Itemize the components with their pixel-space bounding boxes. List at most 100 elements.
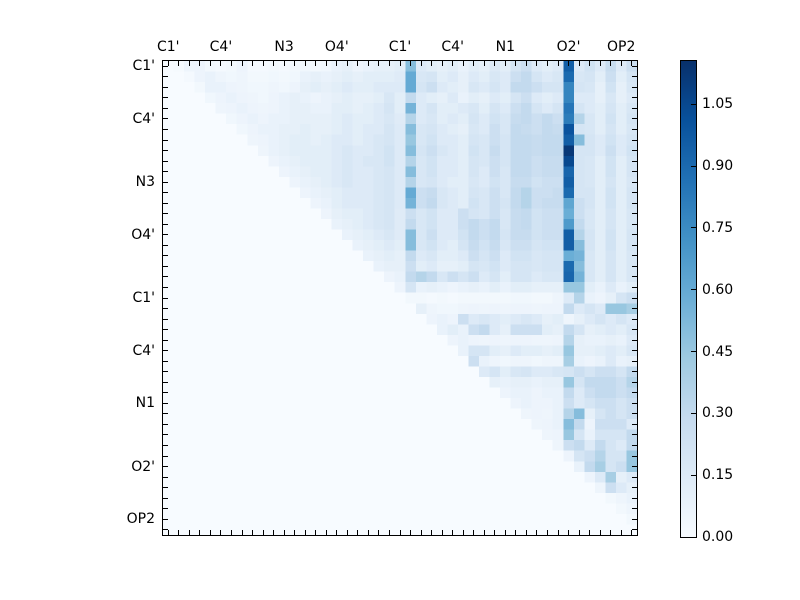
y-tick-mark — [632, 423, 637, 425]
x-tick-mark — [631, 61, 633, 66]
x-tick-label: C4' — [209, 39, 233, 55]
x-tick-mark — [483, 530, 485, 535]
x-tick-mark — [473, 530, 475, 535]
y-tick-mark — [632, 297, 637, 299]
x-tick-mark — [599, 530, 601, 535]
x-tick-mark — [230, 61, 232, 66]
x-tick-label: C1' — [157, 39, 180, 55]
x-tick-mark — [483, 61, 485, 66]
x-tick-mark — [568, 530, 570, 535]
x-tick-mark — [420, 61, 422, 66]
x-tick-mark — [209, 530, 211, 535]
y-tick-mark — [163, 234, 168, 236]
colorbar-tick-mark — [691, 227, 696, 229]
x-tick-mark — [578, 61, 580, 66]
y-tick-mark — [632, 444, 637, 446]
y-tick-mark — [632, 286, 637, 288]
x-tick-mark — [220, 61, 222, 66]
x-tick-mark — [536, 61, 538, 66]
x-tick-mark — [525, 530, 527, 535]
y-tick-mark — [632, 350, 637, 352]
y-tick-mark — [163, 434, 168, 436]
y-tick-mark — [632, 223, 637, 225]
x-tick-mark — [610, 61, 612, 66]
x-tick-mark — [410, 530, 412, 535]
y-tick-mark — [632, 255, 637, 257]
y-tick-label: O4' — [131, 226, 155, 243]
y-tick-mark — [163, 487, 168, 489]
y-tick-mark — [632, 160, 637, 162]
colorbar: 0.00 0.15 0.30 0.45 0.60 0.75 0.90 1.05 — [680, 60, 733, 545]
x-tick-mark — [357, 61, 359, 66]
colorbar-tick-label: 0.90 — [702, 158, 734, 175]
y-tick-label: N3 — [135, 174, 155, 191]
x-tick-mark — [252, 61, 254, 66]
x-tick-mark — [199, 530, 201, 535]
x-tick-mark — [620, 530, 622, 535]
y-tick-mark — [163, 76, 168, 78]
y-tick-mark — [632, 76, 637, 78]
y-tick-mark — [163, 350, 168, 352]
colorbar-tick-mark — [691, 536, 696, 538]
y-tick-mark — [632, 128, 637, 130]
x-tick-mark — [325, 61, 327, 66]
x-tick-mark — [315, 61, 317, 66]
x-tick-label: O4' — [324, 39, 349, 55]
x-tick-mark — [557, 530, 559, 535]
x-tick-mark — [536, 530, 538, 535]
x-tick-label: C4' — [441, 39, 464, 55]
y-tick-mark — [632, 381, 637, 383]
x-tick-mark — [494, 530, 496, 535]
x-tick-label: O2' — [556, 39, 581, 55]
y-tick-mark — [163, 181, 168, 183]
y-tick-mark — [163, 297, 168, 299]
x-tick-mark — [452, 61, 454, 66]
x-tick-label: N3 — [274, 39, 294, 55]
y-tick-mark — [632, 434, 637, 436]
x-tick-mark — [346, 530, 348, 535]
y-tick-mark — [632, 455, 637, 457]
y-tick-mark — [163, 223, 168, 225]
y-tick-mark — [632, 308, 637, 310]
x-tick-mark — [515, 530, 517, 535]
y-tick-mark — [163, 128, 168, 130]
y-tick-mark — [163, 444, 168, 446]
x-tick-mark — [546, 61, 548, 66]
y-tick-mark — [632, 192, 637, 194]
y-tick-mark — [163, 329, 168, 331]
y-tick-mark — [163, 213, 168, 215]
colorbar-tick-mark — [691, 165, 696, 167]
y-tick-mark — [163, 202, 168, 204]
y-tick-mark — [632, 234, 637, 236]
x-tick-mark — [557, 61, 559, 66]
x-tick-mark — [631, 530, 633, 535]
x-tick-mark — [420, 530, 422, 535]
x-tick-mark — [199, 61, 201, 66]
y-tick-mark — [163, 360, 168, 362]
y-tick-mark — [163, 339, 168, 341]
y-tick-mark — [632, 371, 637, 373]
colorbar-tick-label: 0.00 — [702, 529, 734, 545]
x-tick-mark — [431, 530, 433, 535]
colorbar-tick-mark — [691, 351, 696, 353]
x-tick-mark — [462, 530, 464, 535]
colorbar-tick-mark — [691, 412, 696, 414]
y-tick-mark — [163, 265, 168, 267]
x-tick-mark — [336, 61, 338, 66]
y-tick-mark — [163, 392, 168, 394]
x-tick-mark — [220, 530, 222, 535]
x-tick-mark — [546, 530, 548, 535]
x-tick-mark — [410, 61, 412, 66]
colorbar-tick-mark — [691, 103, 696, 105]
y-tick-mark — [163, 192, 168, 194]
y-tick-mark — [163, 423, 168, 425]
y-tick-mark — [163, 286, 168, 288]
y-tick-mark — [163, 107, 168, 109]
y-tick-label: C1' — [132, 290, 155, 306]
x-tick-mark — [568, 61, 570, 66]
y-tick-mark — [163, 171, 168, 173]
x-tick-mark — [473, 61, 475, 66]
y-tick-mark — [163, 466, 168, 468]
y-tick-mark — [163, 244, 168, 246]
x-tick-mark — [525, 61, 527, 66]
